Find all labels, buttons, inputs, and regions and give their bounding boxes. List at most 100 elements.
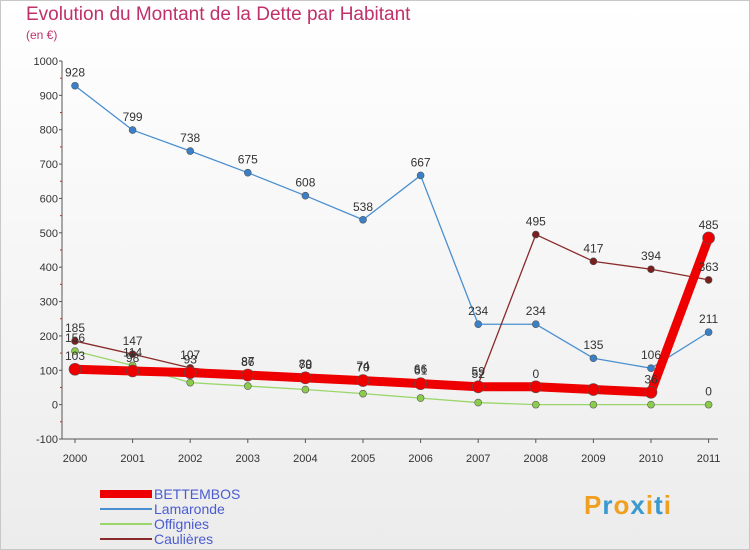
data-point-lamaronde: [359, 215, 367, 224]
data-label-lamaronde: 667: [411, 155, 431, 169]
logo-letter: x: [630, 490, 646, 520]
y-tick-label: 800: [40, 125, 58, 137]
y-tick-label: 400: [40, 262, 58, 274]
y-tick-label: 0: [52, 400, 58, 412]
y-tick-label: 900: [40, 90, 58, 102]
data-point-offignies: [359, 389, 367, 398]
x-tick-label: 2002: [178, 453, 202, 465]
logo-letter: i: [663, 490, 672, 520]
data-point-bettembos: [241, 368, 255, 382]
proxiti-logo: Proxiti: [584, 490, 672, 521]
x-tick-label: 2000: [63, 453, 87, 465]
data-point-offignies: [531, 400, 540, 409]
x-tick-label: 2010: [639, 453, 663, 465]
data-label-bettembos: 0: [532, 367, 539, 381]
data-label-lamaronde: 675: [238, 153, 258, 167]
data-label-lamaronde: 135: [583, 338, 603, 352]
data-label-caulires: 80: [299, 357, 313, 371]
x-tick-label: 2005: [351, 453, 375, 465]
data-point-lamaronde: [474, 320, 483, 329]
legend-swatch: [100, 490, 152, 498]
data-point-lamaronde: [416, 171, 425, 180]
data-label-bettembos: 93: [184, 353, 198, 367]
data-label-lamaronde: 608: [295, 176, 315, 190]
chart-title: Evolution du Montant de la Dette par Hab…: [26, 4, 411, 25]
data-point-offignies: [244, 382, 252, 390]
data-point-lamaronde: [301, 191, 310, 200]
data-point-bettembos: [529, 380, 543, 394]
y-tick-label: 700: [40, 159, 58, 171]
data-label-caulires: 107: [180, 348, 200, 362]
data-point-caulires: [71, 337, 79, 345]
x-tick-label: 2004: [293, 453, 317, 465]
x-tick-label: 2006: [408, 453, 432, 465]
logo-letter: i: [645, 490, 655, 520]
legend-swatch: [100, 508, 152, 510]
data-point-lamaronde: [647, 364, 655, 373]
data-point-bettembos: [414, 377, 427, 390]
data-label-offignies: 156: [65, 331, 85, 345]
data-point-lamaronde: [531, 320, 540, 329]
x-tick-label: 2003: [236, 453, 260, 465]
data-label-caulires: 66: [414, 362, 428, 376]
data-label-offignies: 0: [705, 385, 712, 399]
x-tick-label: 2007: [466, 453, 490, 465]
y-tick-label: 300: [40, 297, 58, 309]
logo-letter: P: [584, 490, 603, 520]
data-point-offignies: [589, 400, 598, 409]
data-label-caulires: 185: [65, 321, 85, 335]
data-label-caulires: 87: [241, 355, 255, 369]
legend-label: Caulières: [154, 531, 214, 547]
legend-label: Lamaronde: [154, 501, 225, 517]
data-label-lamaronde: 538: [353, 200, 373, 214]
data-label-caulires: 495: [526, 215, 546, 229]
data-point-offignies: [301, 385, 310, 394]
data-point-caulires: [647, 265, 655, 274]
data-point-caulires: [589, 257, 598, 266]
data-label-offignies: 114: [123, 345, 142, 359]
data-point-lamaronde: [704, 328, 713, 336]
data-label-lamaronde: 234: [526, 304, 546, 318]
logo-letter: o: [613, 490, 631, 520]
data-point-bettembos: [587, 383, 600, 396]
y-tick-label: 600: [40, 193, 58, 205]
data-point-offignies: [704, 400, 713, 409]
series-line-offignies: [74, 350, 710, 406]
x-tick-label: 2011: [697, 453, 721, 465]
data-point-caulires: [531, 230, 540, 239]
data-point-bettembos: [299, 371, 312, 385]
data-label-caulires: 394: [641, 249, 661, 263]
data-point-bettembos: [356, 374, 370, 387]
data-point-lamaronde: [186, 147, 194, 155]
data-point-bettembos: [68, 362, 82, 376]
legend-label: Offignies: [154, 516, 209, 532]
y-tick-label: 200: [40, 331, 58, 343]
data-label-caulires: 363: [699, 260, 719, 274]
y-tick-label: 500: [40, 228, 58, 240]
data-label-bettembos: 52: [472, 367, 486, 381]
data-point-bettembos: [471, 380, 485, 394]
data-point-lamaronde: [244, 168, 252, 177]
series-line-lamaronde: [74, 85, 710, 369]
logo-letter: t: [654, 490, 664, 520]
series-line-bettembos: [70, 233, 714, 397]
data-point-offignies: [71, 347, 79, 355]
data-point-offignies: [647, 400, 655, 409]
data-label-lamaronde: 799: [123, 110, 143, 124]
data-label-bettembos: 103: [65, 349, 85, 363]
data-label-bettembos: 86: [241, 355, 255, 369]
data-label-lamaronde: 928: [65, 66, 85, 80]
data-label-bettembos: 485: [699, 218, 719, 232]
data-point-offignies: [474, 398, 483, 407]
logo-letter: r: [602, 490, 614, 520]
data-label-caulires: 74: [356, 359, 370, 373]
legend-swatch: [100, 538, 152, 540]
y-tick-label: 1000: [34, 56, 58, 68]
data-label-lamaronde: 211: [699, 312, 718, 326]
y-tick-label: -100: [36, 434, 58, 446]
data-label-bettembos: 70: [356, 361, 370, 375]
data-label-lamaronde: 106: [641, 348, 661, 362]
data-point-bettembos: [702, 231, 715, 245]
data-label-lamaronde: 234: [468, 304, 488, 318]
